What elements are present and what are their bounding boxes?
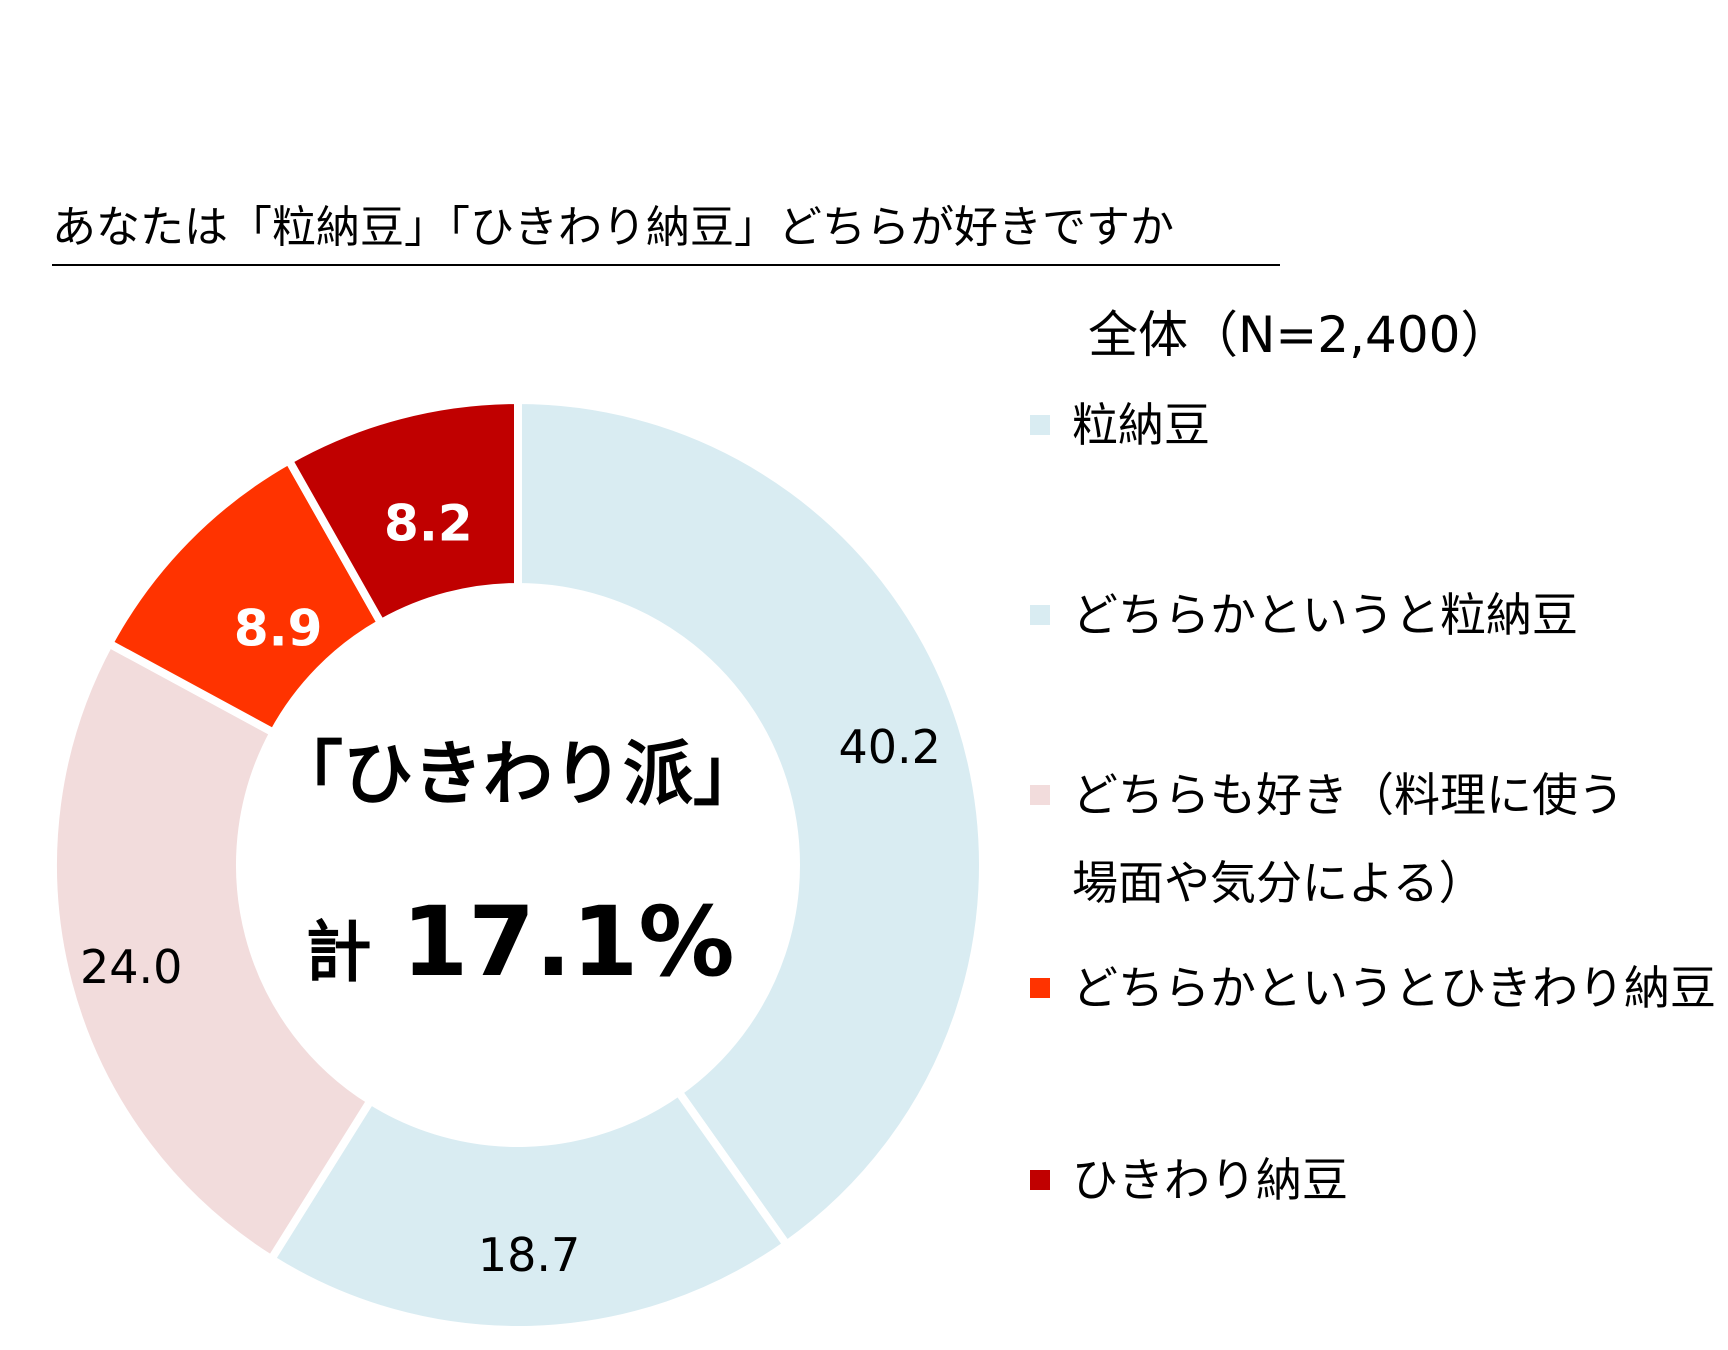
slice-dochiraka-tsubu: [265, 1086, 793, 1334]
chart-subtitle: 全体（N=2,400）: [1088, 306, 1511, 364]
slice-group: [49, 395, 988, 1334]
slice-dochiramo: [49, 638, 377, 1265]
center-label-line1: 「ひきわり派」: [273, 733, 763, 815]
legend-label: どちらかというとひきわり納豆: [1072, 961, 1716, 1015]
slice-label-group: 40.2 18.7 24.0 8.9 8.2: [80, 495, 941, 1282]
legend-swatch: [1030, 415, 1050, 435]
title-underline: [52, 264, 1280, 266]
data-label: 24.0: [80, 940, 182, 994]
legend-label: どちらかというと粒納豆: [1072, 588, 1578, 642]
data-label: 8.9: [234, 600, 323, 658]
slice-hikiwari: [283, 395, 522, 629]
center-annotation: 「ひきわり派」 計 17.1%: [273, 733, 763, 998]
data-label: 18.7: [478, 1228, 580, 1282]
legend-swatch: [1030, 978, 1050, 998]
center-label-line2: 計 17.1%: [305, 886, 734, 998]
center-total-prefix: 計: [305, 914, 371, 991]
data-label: 40.2: [838, 720, 940, 774]
legend-label: どちらも好き（料理に使う 場面や気分による）: [1072, 768, 1624, 910]
legend-swatch: [1030, 785, 1050, 805]
chart-title: あなたは「粒納豆」「ひきわり納豆」どちらが好きですか: [52, 202, 1174, 253]
legend-label: ひきわり納豆: [1072, 1153, 1348, 1207]
data-label: 8.2: [384, 495, 473, 553]
legend-swatch: [1030, 605, 1050, 625]
center-total-value: 17.1%: [401, 886, 734, 998]
slice-tsubu: [514, 395, 988, 1251]
legend-label: 粒納豆: [1072, 398, 1210, 452]
legend-swatch: [1030, 1170, 1050, 1190]
